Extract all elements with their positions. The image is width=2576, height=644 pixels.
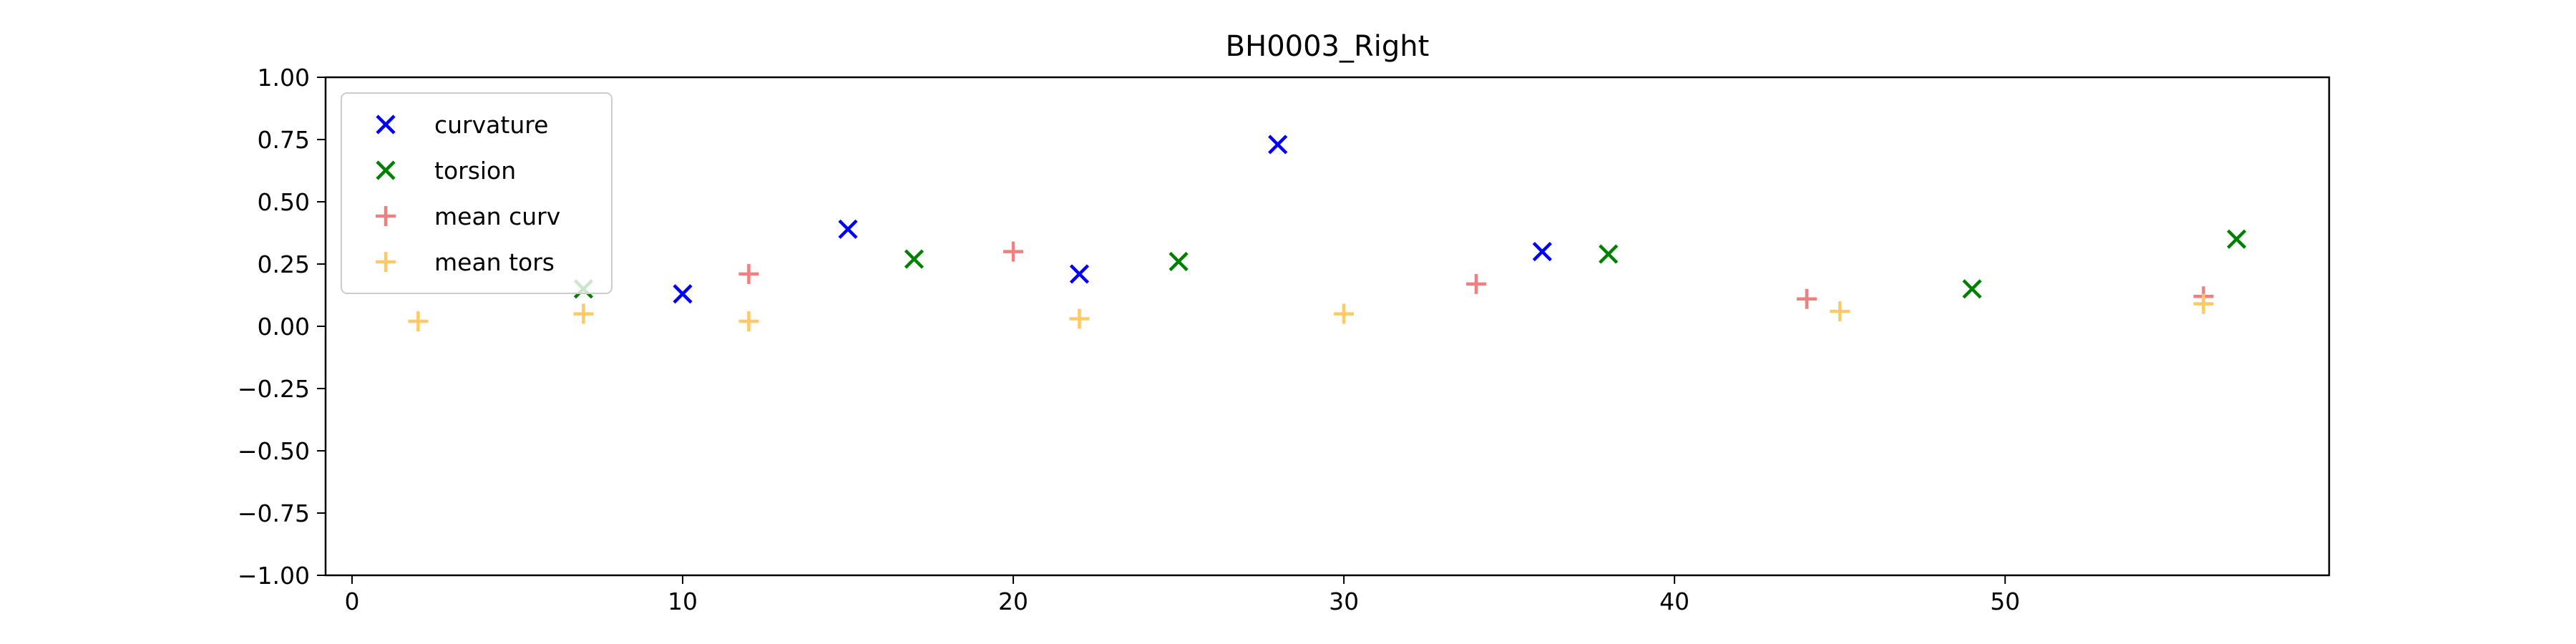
x-tick-label: 40 (1659, 587, 1689, 615)
data-point (838, 219, 858, 239)
data-point (1069, 308, 1090, 329)
y-tick-label: −1.00 (238, 562, 310, 590)
x-axis-ticks: 0 10 20 30 40 50 (344, 575, 2020, 615)
data-point (1796, 288, 1817, 309)
data-point (1069, 264, 1090, 284)
data-point (738, 311, 759, 332)
legend-marker (376, 160, 396, 180)
data-point (1532, 242, 1552, 262)
data-point (2227, 229, 2247, 249)
y-axis-ticks: −1.00 −0.75 −0.50 −0.25 0.00 0.25 0.50 0.75 1.00 (238, 64, 326, 590)
data-point (1962, 279, 1982, 299)
legend-marker (376, 252, 396, 272)
legend: curvature torsion mean curv mean tors (341, 92, 613, 294)
y-tick-label: −0.75 (238, 499, 310, 527)
x-tick-label: 30 (1329, 587, 1359, 615)
x-tick-label: 20 (998, 587, 1028, 615)
legend-label: mean curv (434, 203, 560, 230)
data-point (2193, 293, 2214, 314)
legend-item: mean tors (376, 248, 555, 276)
series-torsion (573, 229, 2247, 299)
data-point (673, 284, 693, 304)
legend-item: mean curv (376, 203, 560, 230)
y-tick-label: −0.50 (238, 437, 310, 465)
series-curvature (673, 135, 1552, 304)
x-tick-label: 50 (1990, 587, 2020, 615)
plot-area-frame (324, 76, 2331, 577)
data-point (408, 311, 429, 332)
y-tick-label: 0.75 (258, 126, 310, 154)
data-point (573, 303, 594, 324)
y-tick-label: 1.00 (258, 64, 310, 92)
data-point (1169, 251, 1189, 272)
legend-item: curvature (376, 111, 548, 139)
legend-label: mean tors (434, 248, 555, 276)
y-tick-label: 0.25 (258, 250, 310, 278)
x-tick-label: 0 (344, 587, 359, 615)
legend-box (341, 92, 613, 294)
y-tick-label: −0.25 (238, 375, 310, 403)
y-tick-label: 0.00 (258, 313, 310, 341)
data-point (1599, 244, 1619, 264)
data-point (1334, 303, 1355, 324)
legend-label: curvature (434, 111, 548, 139)
data-point (904, 249, 924, 269)
legend-item: torsion (376, 157, 516, 185)
data-point (1268, 135, 1288, 155)
legend-label: torsion (434, 157, 516, 185)
chart-title: BH0003_Right (1226, 30, 1430, 63)
data-point (1465, 273, 1486, 294)
data-point (1830, 301, 1850, 322)
data-point (1003, 241, 1024, 262)
legend-marker (376, 114, 396, 135)
data-point (738, 263, 759, 284)
series-mean-tors (408, 293, 2214, 332)
data-points (408, 135, 2247, 332)
legend-marker (376, 206, 396, 226)
y-tick-label: 0.50 (258, 188, 310, 216)
x-tick-label: 10 (668, 587, 698, 615)
